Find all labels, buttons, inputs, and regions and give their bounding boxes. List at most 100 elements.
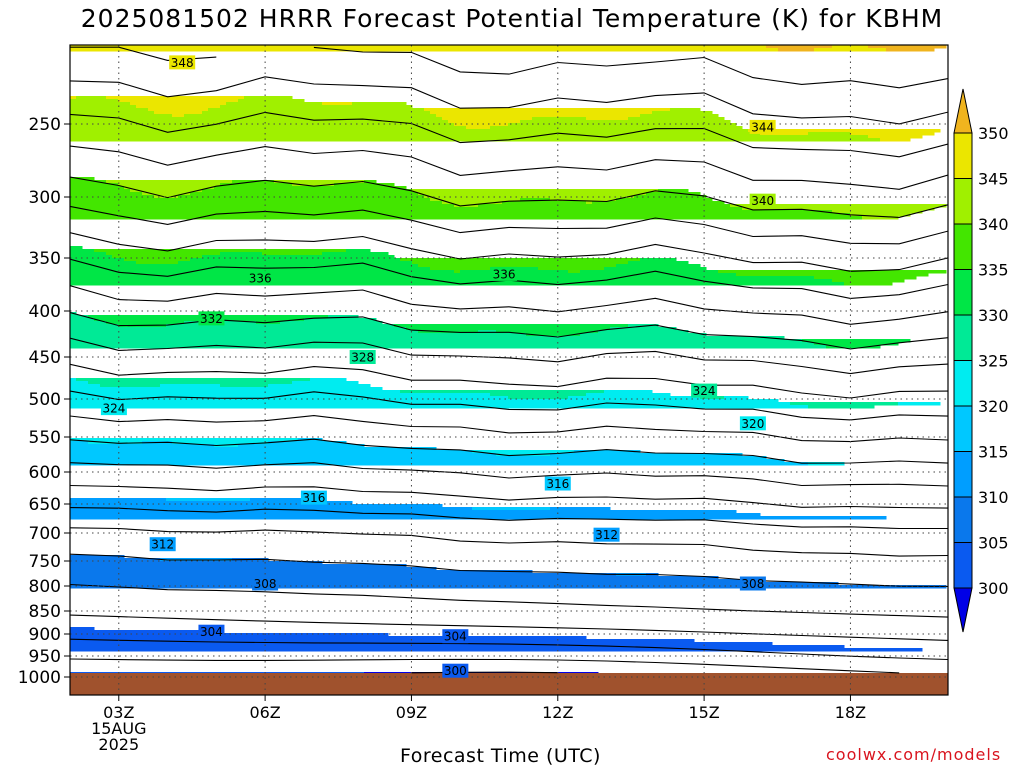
- theta-fill-cell: [172, 114, 185, 118]
- colorbar-overflow-triangle: [953, 88, 973, 134]
- isentrope-320: [70, 438, 948, 464]
- contour-label-bg: [691, 383, 718, 398]
- contour-label: 316: [302, 491, 325, 505]
- theta-fill-cell: [652, 111, 713, 115]
- theta-fill-cell: [250, 498, 323, 502]
- theta-fill-cell: [268, 441, 347, 445]
- theta-fill-cell: [70, 111, 155, 115]
- contour-label: 336: [493, 267, 516, 281]
- theta-fill-cell: [70, 108, 149, 112]
- theta-fill-cell: [832, 210, 923, 214]
- theta-fill-cell: [70, 213, 851, 217]
- theta-fill-cell: [508, 396, 569, 400]
- theta-fill-cell: [550, 453, 743, 457]
- theta-fill-cell: [70, 648, 923, 652]
- isentrope-316: [70, 484, 948, 509]
- theta-fill-cell: [70, 501, 353, 505]
- time-tick-label: 06Z: [249, 703, 280, 722]
- theta-fill-cell: [268, 384, 371, 388]
- theta-fill-cell: [490, 126, 743, 130]
- theta-fill-cell: [886, 48, 935, 52]
- theta-fill-cell: [70, 138, 881, 142]
- theta-fill-cell: [424, 108, 671, 112]
- theta-fill-cell: [70, 105, 137, 109]
- theta-fill-cell: [136, 261, 179, 265]
- theta-fill-cell: [400, 258, 641, 262]
- theta-fill-cell: [658, 189, 689, 193]
- theta-fill-cell: [616, 198, 713, 202]
- theta-fill-cell: [220, 105, 413, 109]
- colorbar-segment: [953, 132, 973, 179]
- theta-fill-cell: [160, 384, 221, 388]
- theta-fill-cell: [76, 378, 311, 382]
- theta-fill-cell: [118, 99, 239, 103]
- theta-fill-cell: [70, 378, 77, 382]
- contour-label: 312: [151, 538, 174, 552]
- colorbar-segment: [953, 269, 973, 316]
- contour-label: 312: [595, 528, 618, 542]
- theta-fill-cell: [70, 45, 767, 49]
- theta-fill-cell: [70, 576, 719, 580]
- pressure-tick-label: 900: [29, 625, 61, 645]
- theta-fill-cell: [814, 342, 899, 346]
- theta-fill-cell: [292, 381, 359, 385]
- pressure-tick-label: 550: [29, 428, 61, 448]
- theta-fill-cell: [70, 384, 101, 388]
- contour-label: 340: [751, 194, 774, 208]
- colorbar-segment: [953, 451, 973, 498]
- theta-fill-cell: [94, 249, 347, 253]
- contour-label-bg: [749, 119, 776, 134]
- contour-label: 324: [102, 402, 125, 416]
- theta-fill-cell: [70, 315, 89, 319]
- theta-fill-cell: [430, 198, 521, 202]
- theta-fill-cell: [70, 567, 437, 571]
- pressure-tick-label: 1000: [18, 668, 61, 688]
- theta-fill-cell: [142, 192, 191, 196]
- theta-fill-cell: [70, 561, 323, 565]
- isentrope-310: [70, 553, 948, 588]
- theta-fill-cell: [70, 192, 143, 196]
- theta-fill-cell: [202, 111, 431, 115]
- theta-fill-cell: [238, 99, 305, 103]
- theta-fill-cell: [124, 258, 191, 262]
- theta-fill-cell: [70, 450, 473, 454]
- theta-fill-cell: [304, 318, 377, 322]
- contour-label: 324: [693, 384, 716, 398]
- theta-fill-cell: [70, 447, 437, 451]
- theta-fill-cell: [418, 192, 647, 196]
- theta-fill-cell: [88, 381, 293, 385]
- theta-fill-cell: [70, 570, 533, 574]
- theta-fill-cell: [574, 450, 641, 454]
- theta-fill-cell: [430, 111, 653, 115]
- theta-fill-cell: [844, 282, 893, 286]
- theta-fill-cell: [106, 96, 245, 100]
- theta-fill-cell: [586, 393, 671, 397]
- theta-fill-cell: [400, 390, 605, 394]
- colorbar-label: 340: [978, 215, 1009, 234]
- theta-fill-cell: [130, 102, 227, 106]
- theta-fill-cell: [814, 276, 917, 280]
- theta-fill-cell: [154, 111, 203, 115]
- theta-fill-cell: [190, 258, 401, 262]
- colorbar-label: 315: [978, 443, 1009, 462]
- isentrope-306: [70, 614, 948, 641]
- colorbar-label: 350: [978, 124, 1009, 143]
- theta-fill-cell: [70, 249, 95, 253]
- contour-label: 332: [200, 312, 223, 326]
- theta-fill-cell: [118, 183, 221, 187]
- theta-fill-cell: [70, 555, 125, 559]
- pressure-tick-label: 850: [29, 602, 61, 622]
- plot-frame: [69, 44, 949, 696]
- pressure-tick-label: 250: [29, 115, 61, 135]
- contour-label-bg: [252, 576, 279, 591]
- theta-fill-cell: [334, 183, 395, 187]
- theta-fill-cell: [322, 102, 353, 106]
- theta-fill-cell: [70, 261, 137, 265]
- theta-fill-cell: [70, 132, 761, 136]
- theta-fill-cell: [106, 180, 233, 184]
- contour-label-bg: [198, 624, 225, 639]
- theta-fill-cell: [472, 450, 575, 454]
- theta-fill-cell: [202, 189, 413, 193]
- theta-fill-cell: [70, 564, 407, 568]
